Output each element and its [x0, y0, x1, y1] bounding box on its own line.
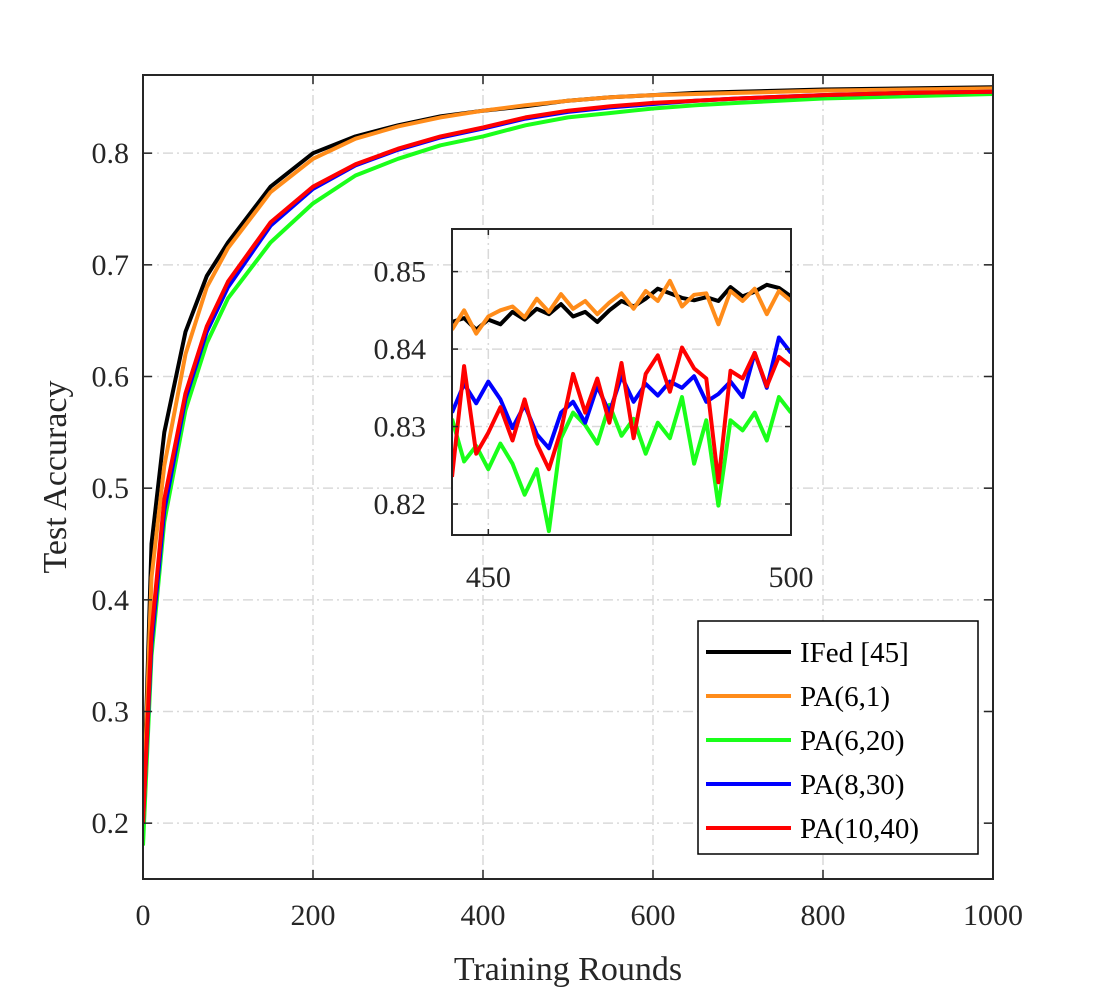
main-x-tick-label: 200 [291, 899, 336, 932]
x-axis-title: Training Rounds [454, 951, 682, 988]
main-x-tick-label: 800 [801, 899, 846, 932]
legend-label: PA(10,40) [800, 813, 919, 845]
main-x-tick-label: 400 [461, 899, 506, 932]
legend-label: PA(6,20) [800, 725, 904, 757]
inset-y-tick-label: 0.84 [374, 333, 427, 366]
main-y-tick-label: 0.3 [92, 696, 130, 729]
main-x-tick-label: 0 [136, 899, 151, 932]
legend-label: PA(6,1) [800, 681, 890, 713]
legend-label: PA(8,30) [800, 769, 904, 801]
main-x-tick-label: 600 [631, 899, 676, 932]
inset-y-tick-label: 0.85 [374, 256, 427, 289]
main-y-tick-label: 0.2 [92, 807, 130, 840]
main-series-line-pa-6-20 [143, 92, 993, 846]
inset-series-line-pa-6-20 [452, 395, 791, 534]
main-y-tick-label: 0.7 [92, 249, 130, 282]
legend-item-pa-10-40: PA(10,40) [706, 813, 919, 845]
main-y-tick-label: 0.8 [92, 137, 130, 170]
inset-series-line-pa-8-30 [452, 335, 791, 451]
inset-x-tick-label: 500 [769, 561, 814, 594]
main-y-tick-label: 0.4 [92, 584, 130, 617]
inset-x-tick-label: 450 [466, 561, 511, 594]
inset-series-line-pa-6-1 [452, 278, 791, 336]
inset-chart: 450 500 0.82 0.83 0.84 0.85 [374, 228, 814, 594]
legend-label: IFed [45] [800, 637, 909, 669]
inset-series-group [452, 278, 791, 534]
main-series-line-pa-10-40 [143, 89, 993, 824]
main-x-tick-label: 1000 [963, 899, 1023, 932]
main-series-group [143, 85, 993, 846]
inset-y-tick-label: 0.82 [374, 488, 427, 521]
legend: IFed [45] PA(6,1) PA(6,20) PA(8,30) PA(10,40… [697, 620, 979, 855]
inset-plot-frame [451, 228, 792, 536]
legend-item-pa-6-1: PA(6,1) [706, 681, 890, 713]
inset-series-line-ifed-45 [452, 282, 791, 332]
y-axis-title: Test Accuracy [37, 380, 74, 573]
inset-grid [452, 229, 791, 535]
main-plot-frame [142, 74, 994, 880]
inset-ticks: 450 500 0.82 0.83 0.84 0.85 [374, 229, 814, 594]
main-y-tick-label: 0.5 [92, 472, 130, 505]
main-y-tick-label: 0.6 [92, 361, 130, 394]
legend-item-pa-8-30: PA(8,30) [706, 769, 904, 801]
inset-y-tick-label: 0.83 [374, 411, 427, 444]
inset-series-line-pa-10-40 [452, 345, 791, 485]
legend-box [697, 620, 979, 855]
legend-item-pa-6-20: PA(6,20) [706, 725, 904, 757]
main-series-line-pa-6-1 [143, 86, 993, 824]
main-ticks: 0 200 400 600 800 1000 0.2 0.3 0.4 0.5 0.6 0.7 0.8 [92, 75, 1023, 932]
legend-item-ifed-45: IFed [45] [706, 637, 909, 669]
